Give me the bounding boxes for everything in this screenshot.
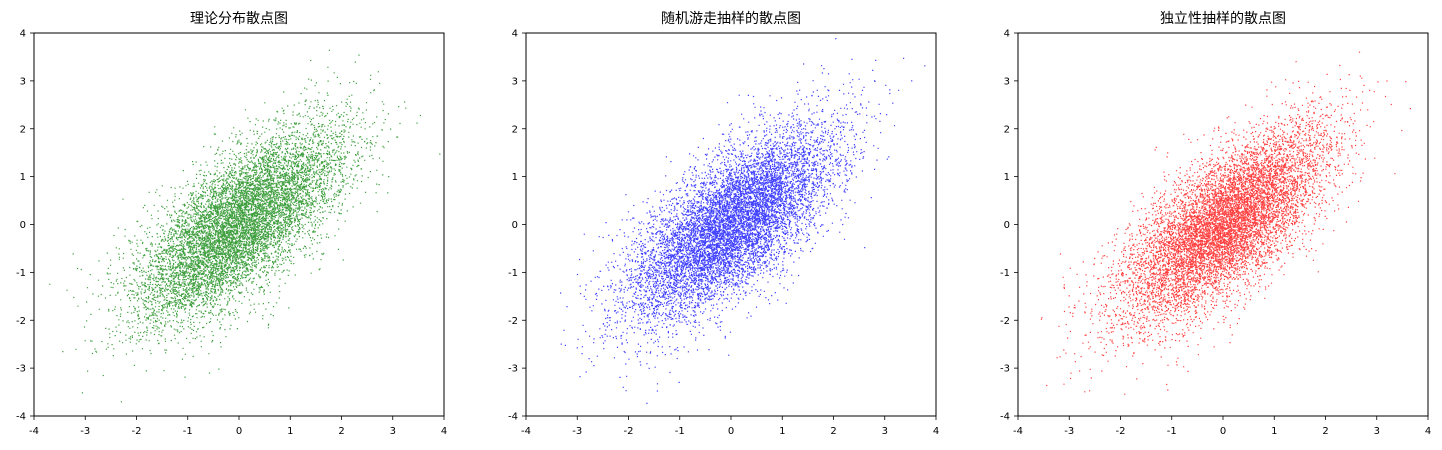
scatter-panel-random-walk: 随机游走抽样的散点图 -4 -3 -2 -1 0 1 2 3 4 -4 -3 -2 -1 0 1 2 3 4 — [508, 11, 939, 437]
x-tick-label: -3 — [572, 426, 582, 437]
x-tick-label: 0 — [728, 426, 734, 437]
x-tick-label: 4 — [933, 426, 939, 437]
y-tick-label: -3 — [1000, 364, 1010, 375]
scatter-panel-independence: 独立性抽样的散点图 -4 -3 -2 -1 0 1 2 3 4 -4 -3 -2 -1 0 1 2 3 4 — [1000, 11, 1431, 437]
y-tick-label: -2 — [508, 316, 518, 327]
axes-frame — [1017, 32, 1429, 417]
x-tick-label: 1 — [779, 426, 785, 437]
y-tick-label: 4 — [512, 29, 518, 40]
y-tick-label: -1 — [16, 268, 26, 279]
y-tick-label: -1 — [1000, 268, 1010, 279]
y-axis-ticks: -4 -3 -2 -1 0 1 2 3 4 — [508, 29, 526, 423]
y-tick-label: 4 — [1004, 29, 1010, 40]
x-tick-label: 2 — [830, 426, 836, 437]
scatter-point-cloud — [526, 38, 926, 404]
panel-title: 随机游走抽样的散点图 — [661, 11, 801, 27]
y-tick-label: -3 — [16, 364, 26, 375]
x-tick-label: 0 — [236, 426, 242, 437]
x-tick-label: 4 — [441, 426, 447, 437]
panel-title: 理论分布散点图 — [190, 11, 288, 27]
x-tick-label: 4 — [1425, 426, 1431, 437]
x-tick-label: 2 — [1322, 426, 1328, 437]
x-tick-label: -3 — [80, 426, 90, 437]
axes-frame — [33, 32, 445, 417]
x-tick-label: 0 — [1220, 426, 1226, 437]
y-tick-label: 1 — [1004, 172, 1010, 183]
y-tick-label: 1 — [512, 172, 518, 183]
y-tick-label: -1 — [508, 268, 518, 279]
x-tick-label: 3 — [1374, 426, 1380, 437]
y-tick-label: 2 — [1004, 124, 1010, 135]
x-tick-label: 1 — [287, 426, 293, 437]
x-axis-ticks: -4 -3 -2 -1 0 1 2 3 4 — [29, 416, 447, 437]
scatter-point-cloud — [1040, 51, 1411, 395]
x-tick-label: -4 — [29, 426, 39, 437]
y-tick-label: -4 — [16, 412, 26, 423]
x-tick-label: 1 — [1271, 426, 1277, 437]
y-tick-label: 1 — [20, 172, 26, 183]
y-tick-label: 4 — [20, 29, 26, 40]
x-tick-label: -4 — [1013, 426, 1023, 437]
x-tick-label: 2 — [338, 426, 344, 437]
x-tick-label: -1 — [183, 426, 193, 437]
x-axis-ticks: -4 -3 -2 -1 0 1 2 3 4 — [521, 416, 939, 437]
y-tick-label: -4 — [508, 412, 518, 423]
y-tick-label: 0 — [20, 220, 26, 231]
x-tick-label: 3 — [390, 426, 396, 437]
y-tick-label: 2 — [512, 124, 518, 135]
y-tick-label: 0 — [512, 220, 518, 231]
panel-title: 独立性抽样的散点图 — [1160, 11, 1286, 27]
y-tick-label: -4 — [1000, 412, 1010, 423]
y-tick-label: -2 — [16, 316, 26, 327]
x-tick-label: -3 — [1064, 426, 1074, 437]
y-tick-label: -3 — [508, 364, 518, 375]
axes-frame — [525, 32, 937, 417]
y-tick-label: 2 — [20, 124, 26, 135]
x-tick-label: -4 — [521, 426, 531, 437]
scatter-points — [1040, 51, 1411, 395]
scatter-points — [526, 38, 926, 404]
x-tick-label: -1 — [675, 426, 685, 437]
scatter-panel-theoretical: 理论分布散点图 -4 -3 -2 -1 0 1 2 3 4 -4 -3 -2 -1 0 1 2 3 4 — [16, 11, 447, 437]
x-tick-label: 3 — [882, 426, 888, 437]
y-tick-label: 0 — [1004, 220, 1010, 231]
x-axis-ticks: -4 -3 -2 -1 0 1 2 3 4 — [1013, 416, 1431, 437]
scatter-point-cloud — [49, 49, 441, 403]
y-tick-label: 3 — [1004, 76, 1010, 87]
y-tick-label: 3 — [512, 76, 518, 87]
x-tick-label: -1 — [1167, 426, 1177, 437]
scatter-points — [49, 49, 441, 403]
x-tick-label: -2 — [1116, 426, 1126, 437]
x-tick-label: -2 — [132, 426, 142, 437]
y-axis-ticks: -4 -3 -2 -1 0 1 2 3 4 — [16, 29, 34, 423]
y-axis-ticks: -4 -3 -2 -1 0 1 2 3 4 — [1000, 29, 1018, 423]
x-tick-label: -2 — [624, 426, 634, 437]
y-tick-label: 3 — [20, 76, 26, 87]
y-tick-label: -2 — [1000, 316, 1010, 327]
